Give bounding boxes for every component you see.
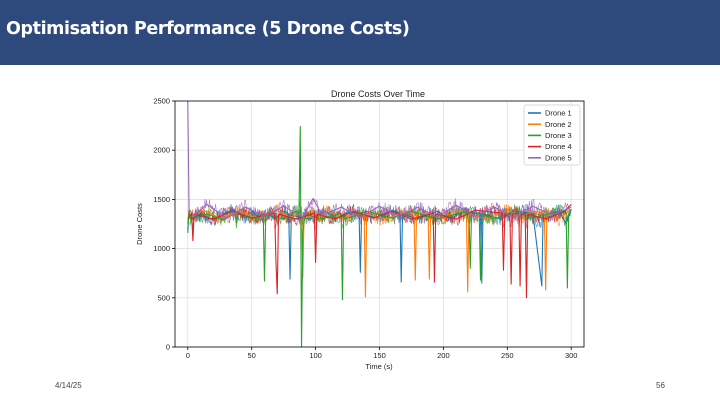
slide-number: 56 — [656, 381, 665, 390]
grid-lines — [175, 100, 584, 348]
drone-costs-chart: Drone Costs Over Time 0 50 100 150 200 250 300… — [135, 89, 585, 371]
x-tick-label: 300 — [565, 351, 578, 360]
legend-label-drone-1: Drone 1 — [545, 109, 572, 118]
legend-label-drone-3: Drone 3 — [545, 131, 572, 140]
y-tick-label: 1500 — [153, 195, 170, 204]
legend-label-drone-5: Drone 5 — [545, 153, 572, 162]
legend: Drone 1 Drone 2 Drone 3 Drone 4 Drone 5 — [523, 104, 581, 166]
y-tick-label: 2000 — [153, 146, 170, 155]
x-tick-label: 150 — [373, 351, 386, 360]
y-axis-label: Drone Costs — [135, 203, 144, 245]
series-noise-band — [190, 198, 571, 229]
x-tick-label: 0 — [186, 351, 190, 360]
legend-label-drone-2: Drone 2 — [545, 120, 572, 129]
x-tick-label: 250 — [501, 351, 514, 360]
slide-title: Optimisation Performance (5 Drone Costs) — [6, 19, 410, 39]
y-tick-label: 2500 — [153, 97, 170, 106]
x-tick-label: 50 — [248, 351, 256, 360]
legend-box — [523, 104, 581, 166]
slide-header: Optimisation Performance (5 Drone Costs) — [0, 0, 720, 65]
series-line-drone-5 — [187, 100, 572, 219]
y-tick-label: 1000 — [153, 244, 170, 253]
series-line-drone-3 — [187, 126, 572, 348]
y-tick-label: 0 — [166, 343, 170, 352]
x-tick-label: 200 — [437, 351, 450, 360]
legend-label-drone-4: Drone 4 — [545, 142, 572, 151]
x-tick-label: 100 — [309, 351, 322, 360]
chart-title: Drone Costs Over Time — [331, 89, 425, 99]
y-tick-label: 500 — [157, 293, 170, 302]
x-axis-label: Time (s) — [365, 362, 393, 371]
series-lines — [187, 100, 572, 348]
chart-figure: Drone Costs Over Time 0 50 100 150 200 250 300… — [135, 85, 590, 375]
axis-ticks: 0 50 100 150 200 250 300 0 500 1000 1500 2000 2500 — [153, 97, 577, 361]
slide-date: 4/14/25 — [55, 381, 82, 390]
